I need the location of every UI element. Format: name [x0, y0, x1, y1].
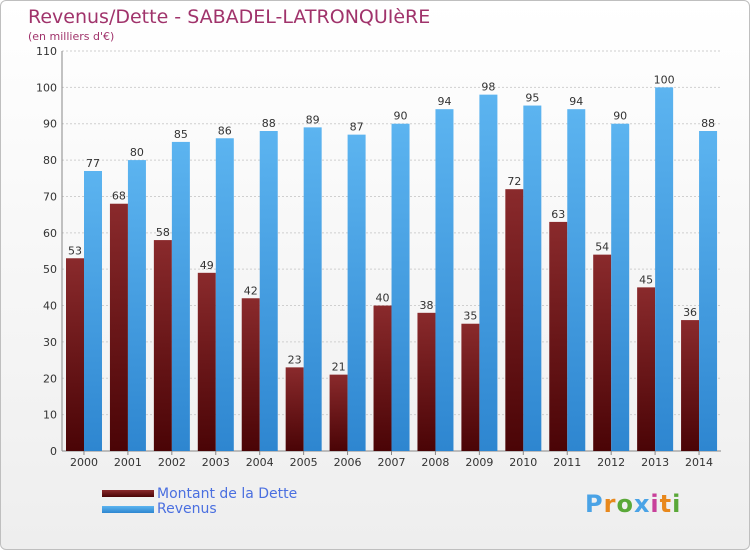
data-label-dette: 68	[112, 190, 126, 203]
data-label-revenus: 85	[174, 128, 188, 141]
y-tick-label: 50	[43, 263, 57, 276]
bar-revenus	[259, 131, 278, 451]
x-tick-label: 2009	[465, 456, 493, 469]
legend-swatch-dette	[102, 490, 154, 497]
bar-dette	[593, 254, 612, 451]
x-tick-label: 2008	[421, 456, 449, 469]
data-label-dette: 23	[288, 353, 302, 366]
data-label-dette: 21	[332, 361, 346, 374]
data-label-dette: 53	[68, 244, 82, 257]
bar-revenus	[215, 138, 234, 452]
data-label-revenus: 90	[613, 110, 627, 123]
bar-revenus	[567, 109, 586, 451]
data-label-revenus: 80	[130, 146, 144, 159]
bar-revenus	[611, 123, 630, 452]
bar-dette	[197, 272, 216, 451]
data-label-revenus: 89	[306, 113, 320, 126]
bar-dette	[505, 189, 524, 451]
y-tick-label: 30	[43, 336, 57, 349]
x-tick-label: 2005	[290, 456, 318, 469]
bar-dette	[637, 287, 656, 451]
bar-revenus	[84, 171, 102, 451]
bar-revenus	[347, 134, 366, 452]
bar-revenus	[479, 94, 498, 452]
x-tick-label: 2001	[114, 456, 142, 469]
x-tick-label: 2007	[378, 456, 406, 469]
data-label-dette: 42	[244, 284, 258, 297]
legend-label-dette: Montant de la Dette	[157, 486, 298, 502]
data-label-revenus: 86	[218, 124, 232, 137]
data-label-dette: 40	[376, 292, 390, 305]
data-label-dette: 49	[200, 259, 214, 272]
bar-revenus	[127, 160, 146, 451]
y-tick-label: 70	[43, 190, 57, 203]
bar-dette	[109, 203, 128, 451]
data-label-revenus: 95	[525, 92, 539, 105]
bar-dette	[417, 312, 436, 451]
x-tick-label: 2012	[597, 456, 625, 469]
chart-subtitle: (en milliers d'€)	[28, 30, 115, 43]
y-tick-label: 40	[43, 300, 57, 313]
data-label-revenus: 87	[350, 121, 364, 134]
bar-revenus	[523, 105, 542, 451]
x-tick-label: 2000	[70, 456, 98, 469]
bar-dette	[373, 305, 392, 451]
data-label-revenus: 98	[481, 81, 495, 94]
x-tick-label: 2003	[202, 456, 230, 469]
data-label-revenus: 88	[262, 117, 276, 130]
data-label-dette: 45	[639, 273, 653, 286]
legend-swatch-revenus	[102, 506, 154, 513]
data-label-revenus: 94	[569, 95, 583, 108]
data-label-dette: 58	[156, 226, 170, 239]
bar-dette	[285, 367, 304, 451]
x-tick-label: 2011	[553, 456, 581, 469]
x-tick-label: 2013	[641, 456, 669, 469]
x-tick-label: 2014	[685, 456, 713, 469]
data-label-revenus: 94	[437, 95, 451, 108]
bar-revenus	[435, 109, 454, 451]
data-label-revenus: 77	[86, 157, 100, 170]
data-label-revenus: 90	[394, 110, 408, 123]
bar-dette	[153, 240, 172, 451]
x-tick-label: 2002	[158, 456, 186, 469]
y-tick-label: 10	[43, 409, 57, 422]
data-label-dette: 72	[507, 175, 521, 188]
bar-revenus	[171, 141, 190, 451]
y-tick-label: 100	[36, 81, 57, 94]
x-tick-label: 2010	[509, 456, 537, 469]
bar-revenus	[391, 123, 410, 452]
data-label-revenus: 100	[654, 73, 675, 86]
data-label-dette: 38	[419, 299, 433, 312]
bar-dette	[329, 374, 348, 451]
y-tick-label: 90	[43, 118, 57, 131]
bar-revenus	[655, 87, 674, 451]
x-tick-label: 2006	[334, 456, 362, 469]
x-tick-label: 2004	[246, 456, 274, 469]
data-label-dette: 36	[683, 306, 697, 319]
bar-dette	[549, 221, 568, 451]
data-label-dette: 54	[595, 241, 609, 254]
bar-dette	[461, 323, 480, 451]
data-label-dette: 63	[551, 208, 565, 221]
y-tick-label: 60	[43, 227, 57, 240]
chart-title: Revenus/Dette - SABADEL-LATRONQUIèRE	[28, 6, 431, 28]
proxiti-logo: Proxiti	[585, 490, 682, 518]
data-label-dette: 35	[463, 310, 477, 323]
bar-dette	[66, 258, 84, 451]
y-tick-label: 20	[43, 372, 57, 385]
bar-revenus	[303, 127, 322, 451]
bar-dette	[681, 320, 700, 451]
legend-label-revenus: Revenus	[157, 501, 217, 517]
data-label-revenus: 88	[701, 117, 715, 130]
y-tick-label: 0	[50, 445, 57, 458]
bar-revenus	[699, 131, 718, 451]
bar-dette	[241, 298, 260, 451]
y-tick-label: 80	[43, 154, 57, 167]
y-tick-label: 110	[36, 45, 57, 58]
